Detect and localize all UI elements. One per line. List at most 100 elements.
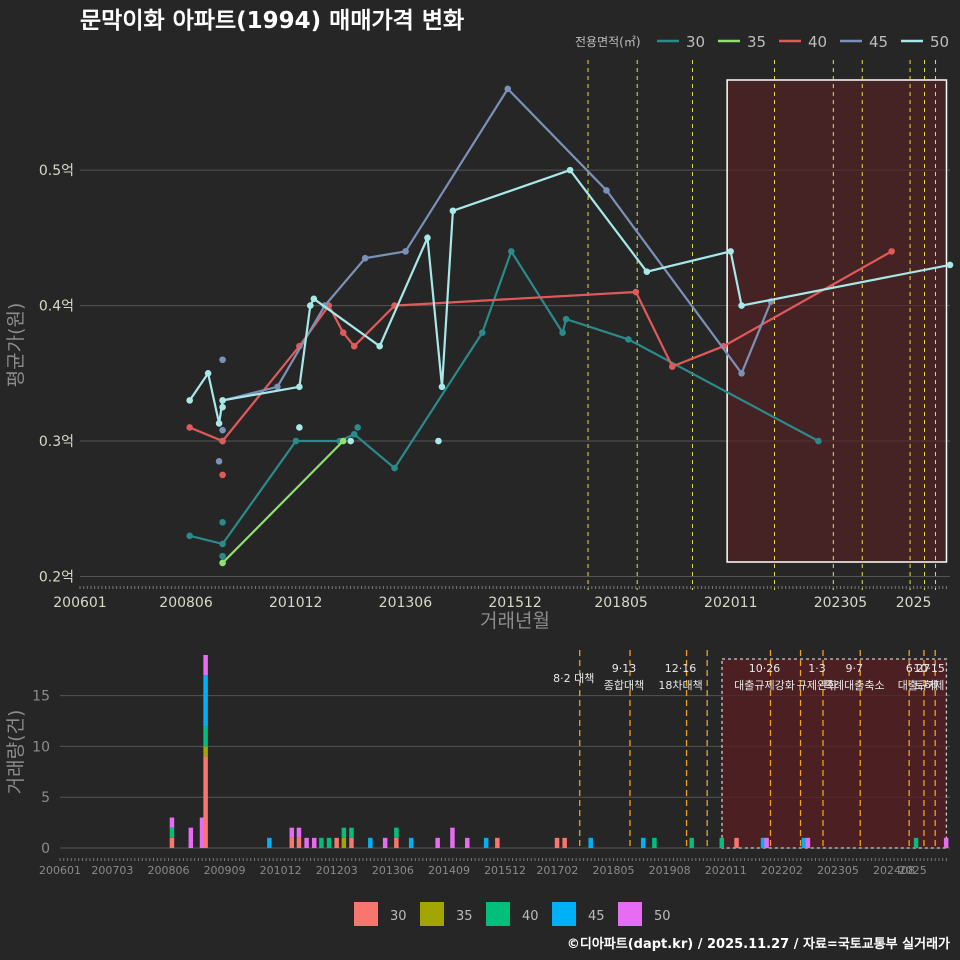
volume-bar-30 [349,837,354,848]
policy-label: 9·7 [845,662,863,675]
chart-title: 문막이화 아파트(1994) 매매가격 변화 [80,8,464,34]
volume-bar-50 [450,827,455,848]
volume-x-tick-label: 201203 [316,864,358,877]
scatter-point-50 [347,437,354,445]
volume-x-tick-label: 200601 [39,864,81,877]
volume-x-tick-label: 202202 [761,864,803,877]
volume-bar-35 [203,746,208,757]
volume-bar-40 [319,837,324,848]
volume-x-tick-label: 200703 [91,864,133,877]
data-point-50 [215,420,223,427]
legend-label-45: 45 [588,909,605,924]
scatter-point-50 [435,437,442,445]
y-tick-label: 0.4억 [39,299,74,315]
volume-x-tick-label: 201012 [260,864,302,877]
volume-x-tick-label: 200909 [204,864,246,877]
legend-label-50: 50 [654,909,671,924]
series-30 [186,248,822,567]
policy-label: 대출규제 [898,679,938,692]
volume-x-tick-label: 201702 [536,864,578,877]
policy-label: 10·26 [749,662,781,675]
x-tick-label: 2025 [896,595,932,611]
legend-label-30: 30 [390,909,407,924]
policy-label: 1·3 [808,662,826,675]
data-point-50 [219,397,226,404]
volume-bar-40 [652,837,657,848]
volume-x-tick-label: 202408 [873,864,915,877]
data-point-50 [449,207,457,215]
legend-top: 전용면적(㎡) 30 35 40 45 50 [575,33,949,51]
legend-swatch-40 [486,902,510,926]
volume-bar-40 [719,837,725,848]
data-point-35 [339,437,347,445]
policy-label: 8·2 대책 [553,672,594,685]
volume-bar-50 [289,827,295,838]
volume-bar-30 [394,837,399,848]
volume-x-tick-label: 200806 [147,864,189,877]
volume-bar-50 [805,837,811,848]
data-point-30 [186,532,193,540]
data-point-40 [888,248,895,255]
volume-bar-45 [801,837,807,848]
policy-label: 대출규제강화 [734,679,795,692]
volume-bar-45 [408,837,414,848]
x-tick-label: 202011 [704,595,757,611]
volume-bar-40 [913,837,919,848]
policy-label: 12·16 [665,662,697,675]
x-axis-title: 거래년월 [480,610,550,632]
data-point-30 [479,329,486,336]
data-point-50 [376,342,383,350]
y-tick-label: 0.3억 [39,434,74,450]
data-point-30 [815,437,822,445]
volume-bar-30 [562,837,567,848]
data-point-40 [186,424,193,431]
data-point-50 [296,383,303,391]
scatter-point-45 [215,458,223,465]
scatter-point-45 [219,356,226,364]
y-tick-label: 0.5억 [39,163,74,179]
data-point-45 [274,383,281,391]
volume-bar-45 [760,837,766,848]
data-point-50 [727,248,734,255]
legend-label-35: 35 [747,33,766,51]
data-point-45 [402,248,409,255]
scatter-point-30 [219,518,226,526]
scatter-point-40 [219,471,226,479]
data-point-30 [562,315,570,323]
volume-bar-50 [199,817,205,848]
legend-label-30: 30 [686,33,705,51]
volume-x-tick-label: 202011 [705,864,747,877]
data-point-30 [292,437,300,445]
volume-bar-30 [334,837,339,848]
volume-bar-50 [304,837,309,848]
data-point-50 [307,302,314,309]
volume-bar-45 [483,837,489,848]
policy-label: 6·27 [906,662,931,675]
series-40 [186,248,895,479]
volume-x-tick-label: 2025 [899,864,927,877]
scatter-point-45 [219,426,226,434]
volume-x-tick-label: 202305 [817,864,859,877]
x-tick-label: 200601 [53,595,106,611]
series-35 [219,437,347,567]
policy-label: 특례대출축소 [824,679,885,692]
policy-label: 18차대책 [658,679,702,692]
data-point-30 [507,248,515,255]
volume-bar-30 [289,837,295,848]
data-point-50 [566,166,574,174]
legend-label-40: 40 [808,33,827,51]
volume-y-axis-title: 거래량(건) [5,710,27,795]
data-point-50 [738,302,745,309]
volume-bar-50 [435,837,440,848]
y-tick-label: 0.2억 [39,569,74,585]
volume-bar-50 [203,655,208,676]
volume-bar-30 [734,837,739,848]
volume-bar-40 [326,837,332,848]
data-point-40 [350,342,358,350]
scatter-point-40 [219,437,226,445]
data-point-45 [738,369,745,377]
scatter-point-50 [219,403,226,411]
data-point-30 [350,430,358,438]
volume-bar-40 [349,827,354,838]
legend-label-40: 40 [522,909,539,924]
